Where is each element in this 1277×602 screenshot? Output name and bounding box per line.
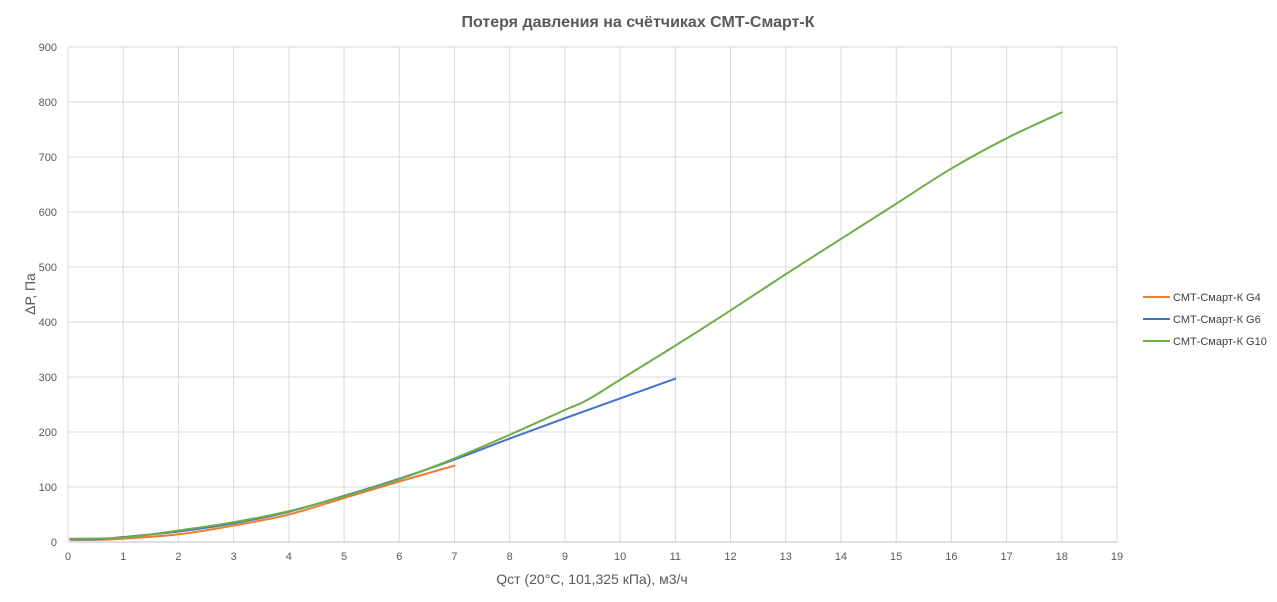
x-tick-label: 9 [562, 551, 568, 563]
y-tick-label: 700 [39, 152, 57, 164]
x-tick-label: 7 [451, 551, 457, 563]
series-lines [69, 111, 1063, 541]
y-tick-label: 600 [39, 207, 57, 219]
y-tick-label: 500 [39, 262, 57, 274]
legend-label: СМТ-Смарт-К G10 [1173, 336, 1267, 348]
x-tick-label: 16 [945, 551, 957, 563]
legend-label: СМТ-Смарт-К G4 [1173, 292, 1261, 304]
x-axis-title: Qст (20°С, 101,325 кПа), м3/ч [496, 571, 687, 587]
y-tick-label: 300 [39, 372, 57, 384]
grid [67, 46, 1118, 543]
y-tick-label: 400 [39, 317, 57, 329]
x-tick-label: 6 [396, 551, 402, 563]
y-tick-label: 800 [39, 97, 57, 109]
y-axis-title: ΔР, Па [22, 273, 38, 315]
series-line [69, 111, 1063, 540]
x-tick-label: 19 [1111, 551, 1123, 563]
x-tick-label: 12 [724, 551, 736, 563]
x-tick-label: 3 [231, 551, 237, 563]
x-tick-label: 13 [780, 551, 792, 563]
y-tick-label: 900 [39, 42, 57, 54]
x-tick-label: 2 [175, 551, 181, 563]
y-tick-label: 200 [39, 427, 57, 439]
x-tick-label: 17 [1000, 551, 1012, 563]
x-tick-label: 1 [120, 551, 126, 563]
x-tick-label: 14 [835, 551, 847, 563]
legend-label: СМТ-Смарт-К G6 [1173, 314, 1261, 326]
y-tick-label: 100 [39, 482, 57, 494]
x-tick-label: 18 [1056, 551, 1068, 563]
x-tick-label: 0 [65, 551, 71, 563]
x-tick-label: 8 [507, 551, 513, 563]
x-tick-labels: 0 1 2 3 4 5 6 7 8 9 10 11 12 13 14 15 16 17 18 19 [65, 551, 1123, 563]
x-tick-label: 15 [890, 551, 902, 563]
y-tick-labels: 0 100 200 300 400 500 600 700 800 900 [39, 42, 57, 549]
y-tick-label: 0 [51, 537, 57, 549]
series-line [69, 464, 456, 541]
x-tick-label: 11 [670, 551, 681, 563]
x-tick-label: 10 [614, 551, 626, 563]
chart-title: Потеря давления на счётчиках СМТ-Смарт-К [462, 14, 815, 31]
x-tick-label: 5 [341, 551, 347, 563]
x-tick-label: 4 [286, 551, 292, 563]
series-line [69, 377, 677, 541]
legend: СМТ-Смарт-К G4 СМТ-Смарт-К G6 СМТ-Смарт-К … [1143, 292, 1267, 348]
